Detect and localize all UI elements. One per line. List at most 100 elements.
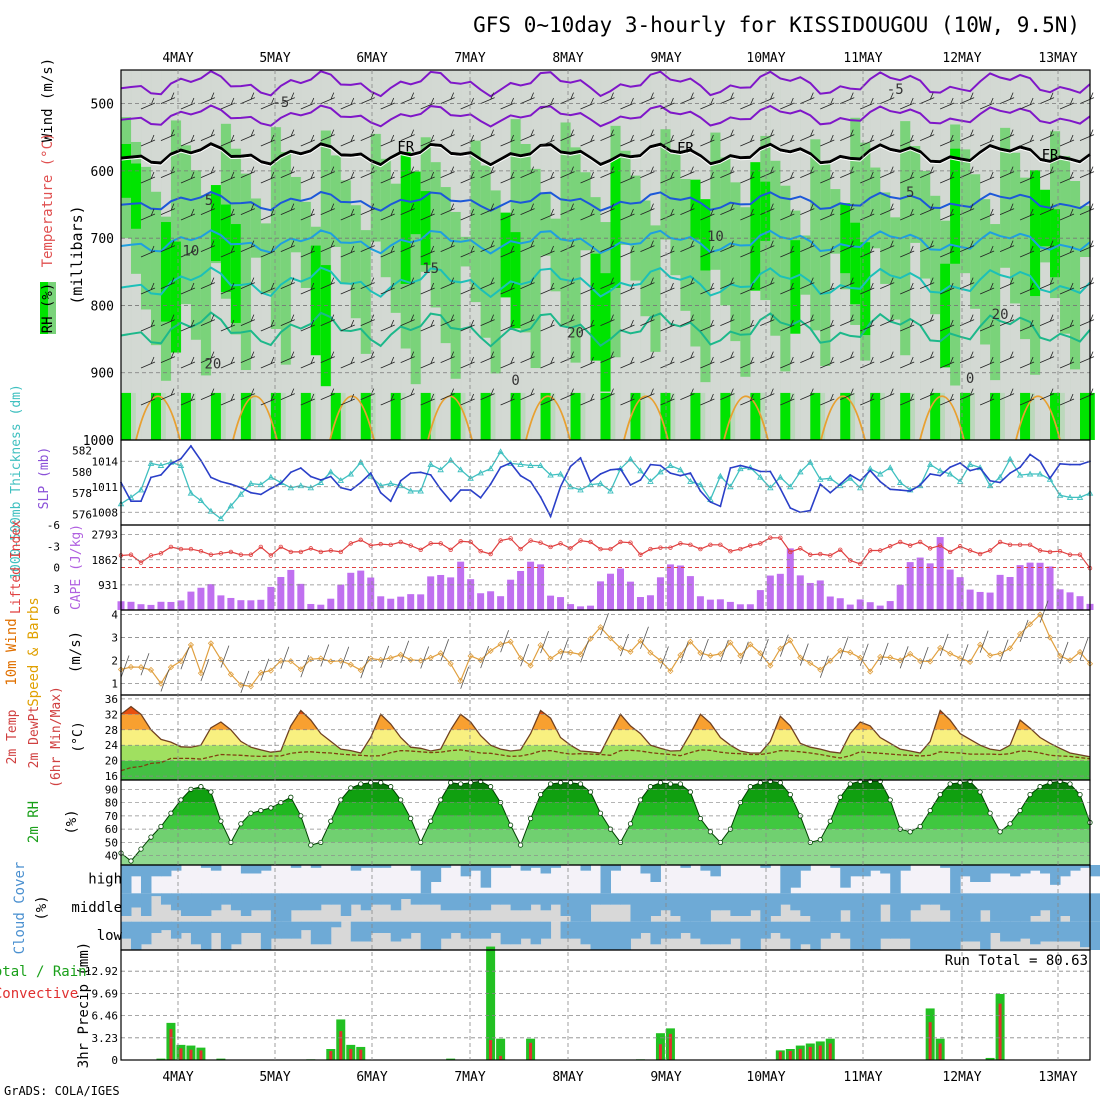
cloud-cell-bg [210,910,222,922]
cloud-cell-bg [720,910,731,922]
rh-cell-mid [250,198,262,258]
slp-point [269,487,272,490]
cloud-cell-bg [220,904,232,922]
cloud-cell [770,893,781,916]
wind-speed-point [217,656,224,663]
cloud-cell [830,893,841,922]
wind-speed-point [317,655,324,662]
thickness-point [257,481,265,488]
cloud-cell-bg [720,944,731,950]
wind-speed-point [707,652,714,659]
li-point [788,549,793,555]
wind-barb [900,356,915,369]
li-point [388,542,393,548]
li-point [698,546,703,552]
wind-speed-point [547,655,554,662]
cloud-cell [760,865,771,868]
wind-barb [520,388,535,401]
thickness-tick: 582 [72,445,92,458]
wind-barb [560,388,575,401]
cloud-cell [200,921,212,950]
cloud-cell [450,893,462,911]
rh-cell-bright [160,222,172,322]
wind-barb-10m [680,640,689,664]
cloud-cell [160,893,172,905]
wind-speed-point [787,637,794,644]
rh-point [398,797,404,803]
wind-speed-point [227,671,234,678]
cloud-cell [121,893,132,916]
cape-bar [317,604,325,610]
wind-barb-10m [380,645,390,668]
rh-cell-bright [850,222,861,305]
rh-cell-bright [790,240,801,334]
cloud-cell [150,865,162,877]
contour-label: 0 [966,371,974,387]
li-point [598,546,603,552]
rh-cell-mid [1080,205,1091,258]
wind-barb [660,171,675,184]
thickness-point [357,458,365,465]
wind-barb [680,388,695,401]
li-point [768,535,773,540]
wind-barb [920,166,935,179]
slp-point [999,481,1001,484]
wind-barb [520,351,535,364]
cloud-cell-bg [1000,941,1011,950]
cape-bar [786,548,794,610]
wind-barb [480,351,495,364]
wind-barb [140,134,156,147]
wind-barb [160,351,176,364]
wind-barb [720,277,735,290]
date-label-bottom: 6MAY [356,1070,387,1085]
wind-barb [680,129,695,142]
thickness-point [557,470,564,477]
rh-cell-bright [610,158,622,288]
wind-barb [959,277,975,290]
wind-barb [860,282,875,295]
wind-speed-point [627,648,634,655]
rh-point [198,784,204,790]
wind-barb [979,134,995,147]
rh-cell-mid [1060,156,1071,334]
precip-tick: 9.69 [92,987,119,1000]
wind-speed-point [527,662,534,669]
wind-barb [220,171,236,184]
slp-point [239,486,242,489]
cloud-cell [420,865,432,894]
wind-barb [920,277,935,290]
cloud-cell-bg [800,944,811,950]
ylabel-precip-conv: Convective [0,986,78,1002]
cloud-cell-bg [1060,941,1071,950]
slp-point [519,474,522,477]
wind-barb [440,240,455,253]
wind-tick: 3 [111,632,118,645]
wind-barb [939,245,955,258]
wind-barb [240,277,256,290]
wind-barb [420,134,435,147]
slp-point [140,500,142,503]
wind-barb [340,134,355,147]
rh-cell-mid [980,199,991,345]
wind-barb [920,240,935,253]
profile-ytick: 700 [91,232,114,247]
wind-speed-point [677,651,684,659]
thickness-point [1056,491,1064,498]
thickness-point [347,470,355,477]
wind-barb [360,240,375,253]
cloud-cell-bg [320,904,332,922]
wind-barb [600,129,615,142]
ylabel-thickness: 1000-500mb Thickness (dm) [9,384,24,580]
cloud-cell [270,893,282,922]
wind-barb [240,203,256,216]
slp-point [779,487,782,490]
rh-point [258,807,264,814]
wind-barb-10m [700,638,709,662]
slp-point [229,483,232,486]
li-point [218,551,224,556]
precip-convective-bar [529,1042,533,1060]
wind-barb [640,388,655,401]
cloud-cell [300,921,312,931]
thickness-point [876,470,884,477]
precip-total-bar [496,1038,506,1060]
